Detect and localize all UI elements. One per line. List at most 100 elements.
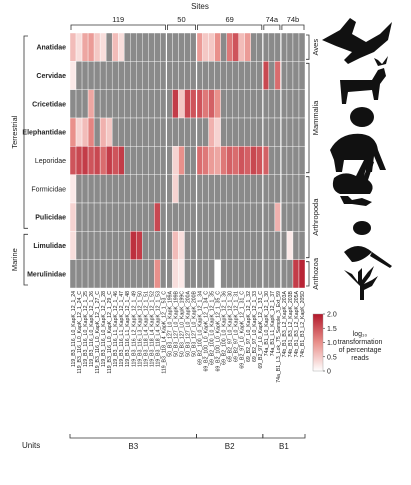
cell	[93, 146, 101, 175]
empty-cell	[69, 259, 77, 289]
empty-cell	[87, 202, 95, 232]
empty-cell	[226, 174, 233, 204]
colorbar-tick-label: 1.5	[327, 326, 337, 333]
empty-cell	[190, 231, 197, 260]
class-bracket	[306, 34, 310, 60]
empty-cell	[160, 146, 167, 175]
empty-cell	[244, 259, 251, 289]
empty-cell	[196, 202, 203, 232]
empty-cell	[202, 117, 209, 147]
empty-cell	[160, 174, 167, 204]
cell	[81, 32, 89, 62]
empty-cell	[118, 174, 125, 204]
empty-cell	[232, 231, 239, 260]
colorbar-label: log₁₀	[353, 331, 368, 338]
cell	[262, 61, 270, 90]
empty-cell	[136, 259, 143, 289]
empty-cell	[118, 89, 125, 119]
cell	[214, 89, 221, 119]
empty-cell	[142, 231, 149, 260]
cell	[111, 32, 119, 62]
empty-cell	[262, 202, 270, 232]
empty-cell	[142, 61, 149, 90]
empty-cell	[75, 174, 83, 204]
coral-icon	[344, 266, 378, 300]
empty-cell	[69, 89, 77, 119]
cell	[130, 231, 137, 260]
empty-cell	[166, 61, 173, 90]
empty-cell	[220, 259, 227, 289]
empty-cell	[196, 259, 203, 289]
empty-cell	[160, 61, 167, 90]
empty-cell	[81, 231, 89, 260]
empty-cell	[244, 117, 251, 147]
empty-cell	[148, 259, 155, 289]
empty-cell	[286, 202, 294, 232]
rodent-icon	[350, 107, 374, 127]
empty-cell	[262, 259, 270, 289]
empty-cell	[220, 231, 227, 260]
cell	[226, 32, 233, 62]
colorbar-label: transformation	[338, 339, 383, 346]
empty-cell	[286, 89, 294, 119]
empty-cell	[268, 174, 276, 204]
empty-cell	[178, 174, 185, 204]
empty-cell	[214, 61, 221, 90]
cell	[93, 32, 101, 62]
cell	[105, 117, 113, 147]
cell	[190, 89, 197, 119]
empty-cell	[166, 202, 173, 232]
empty-cell	[178, 202, 185, 232]
empty-cell	[220, 89, 227, 119]
cell	[69, 174, 77, 204]
empty-cell	[166, 117, 173, 147]
cell	[232, 32, 239, 62]
empty-cell	[154, 146, 161, 175]
empty-cell	[111, 202, 119, 232]
empty-cell	[292, 89, 300, 119]
empty-cell	[130, 146, 137, 175]
column-label: 69_B2_97_L0_KapK_12_1_30	[228, 291, 234, 362]
empty-cell	[220, 117, 227, 147]
empty-cell	[232, 117, 239, 147]
cell	[208, 146, 215, 175]
empty-cell	[184, 146, 191, 175]
empty-cell	[298, 32, 306, 62]
column-label: 119_B3_118_L4_KapK_12_1_53_C	[161, 291, 167, 374]
empty-cell	[274, 259, 282, 289]
empty-cell	[298, 117, 306, 147]
cell	[172, 146, 179, 175]
empty-cell	[93, 89, 101, 119]
cell	[256, 146, 264, 175]
empty-cell	[220, 174, 227, 204]
empty-cell	[93, 231, 101, 260]
empty-cell	[148, 231, 155, 260]
column-label: 119_B3_116_L0_KapK_12_1_25	[83, 291, 89, 367]
colorbar-tick-label: 0	[327, 369, 331, 376]
empty-cell	[286, 117, 294, 147]
cell	[214, 146, 221, 175]
empty-cell	[160, 202, 167, 232]
empty-cell	[172, 117, 179, 147]
column-label: 50_B3_127_L0_KapK_199A	[167, 290, 173, 356]
empty-cell	[208, 61, 215, 90]
column-label: 119_B3_116_L0_KapK_12_1_24	[71, 291, 77, 367]
empty-cell	[298, 231, 306, 260]
cell	[111, 146, 119, 175]
colorbar-label: of percentage	[339, 347, 382, 354]
cell	[244, 146, 251, 175]
empty-cell	[111, 231, 119, 260]
empty-cell	[160, 231, 167, 260]
empty-cell	[75, 202, 83, 232]
empty-cell	[184, 61, 191, 90]
unit-bracket	[196, 434, 264, 439]
flea-icon	[353, 221, 371, 235]
empty-cell	[105, 89, 113, 119]
ant-icon	[340, 196, 372, 206]
empty-cell	[87, 259, 95, 289]
empty-cell	[142, 259, 149, 289]
column-label: 74a_B1_L1_KapK_12_1_37	[270, 291, 276, 356]
cell	[178, 89, 185, 119]
empty-cell	[244, 89, 251, 119]
empty-cell	[124, 89, 131, 119]
